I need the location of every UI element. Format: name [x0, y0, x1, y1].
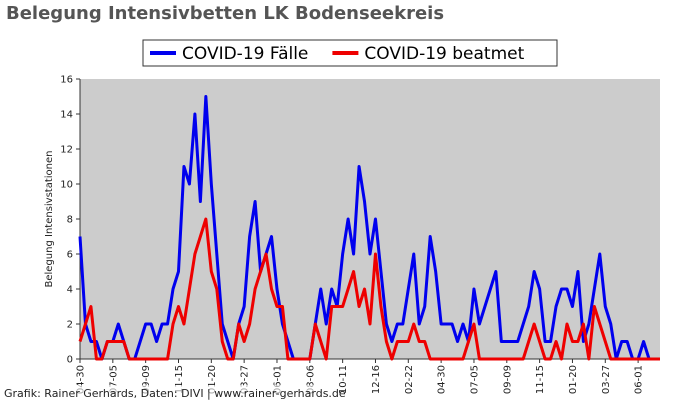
y-tick-label: 8: [67, 215, 73, 226]
x-tick-label: 11-15: [174, 365, 185, 394]
x-tick-label: 09-09: [141, 365, 152, 394]
y-axis-label: Belegung Intensivstationen: [44, 150, 55, 287]
legend-label: COVID-19 beatmet: [364, 44, 524, 64]
y-tick-label: 12: [60, 145, 73, 156]
y-tick-label: 16: [60, 75, 73, 86]
y-tick-label: 6: [67, 250, 73, 261]
y-tick-label: 0: [67, 355, 73, 366]
y-tick-label: 4: [67, 285, 73, 296]
data-line: [78, 95, 660, 361]
y-tick-label: 14: [60, 110, 73, 121]
x-tick-label: 12-16: [371, 365, 382, 394]
x-tick-label: 09-09: [502, 365, 513, 394]
x-tick-label: 04-30: [76, 365, 87, 394]
x-tick-label: 01-20: [207, 365, 218, 394]
x-tick-label: 03-27: [240, 365, 251, 394]
legend-label: COVID-19 Fälle: [182, 44, 308, 64]
chart-title: Belegung Intensivbetten LK Bodenseekreis: [6, 3, 444, 24]
y-tick-label: 10: [60, 180, 73, 191]
footer: Grafik: Rainer Gerhards, Daten: DIVI | w…: [4, 387, 346, 400]
x-tick-label: 07-05: [469, 365, 480, 394]
x-tick-label: 03-27: [601, 365, 612, 394]
data-line: [78, 217, 660, 361]
x-tick-label: 01-20: [568, 365, 579, 394]
x-tick-label: 06-01: [272, 365, 283, 394]
x-tick-label: 06-01: [634, 365, 645, 394]
x-tick-label: 04-30: [437, 365, 448, 394]
x-tick-label: 07-05: [108, 365, 119, 394]
y-tick-label: 2: [67, 320, 73, 331]
x-tick-label: 02-22: [404, 365, 415, 394]
x-tick-label: 08-06: [305, 365, 316, 394]
x-tick-label: 10-11: [338, 365, 349, 394]
x-tick-label: 11-15: [535, 365, 546, 394]
footer-bg: [0, 385, 334, 400]
